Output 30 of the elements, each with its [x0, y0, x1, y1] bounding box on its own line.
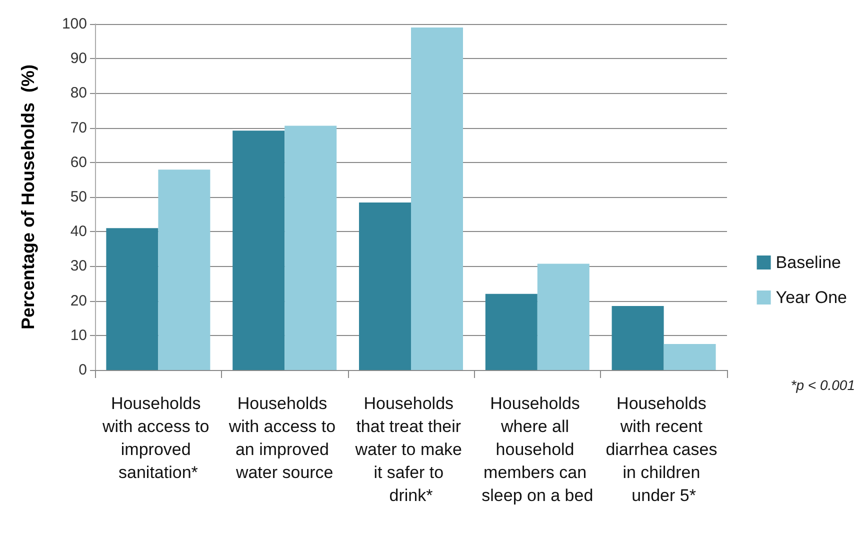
- x-tick-label: Households with access to an improved water source: [228, 394, 340, 482]
- y-tick-label: 90: [70, 50, 87, 68]
- bar: [664, 344, 716, 370]
- y-axis-title: Percentage of Households (%): [18, 64, 38, 330]
- bar: [537, 264, 590, 370]
- y-tick-label: 50: [70, 188, 87, 206]
- y-tick-label: 100: [62, 16, 87, 32]
- y-tick-label: 70: [70, 119, 87, 136]
- x-tick-label: Households with recent diarrhea cases in children under 5*: [606, 394, 722, 505]
- bar: [485, 294, 538, 370]
- bar: [284, 126, 337, 370]
- bar: [232, 130, 285, 370]
- y-tick-label: 0: [78, 362, 87, 378]
- bar: [359, 202, 411, 370]
- bar: [612, 306, 664, 370]
- y-tick-label: 10: [70, 326, 87, 344]
- y-tick-label: 60: [70, 154, 87, 171]
- x-tick-label: Households with access to improved sanitation*: [101, 394, 214, 482]
- legend-label: Year One: [776, 288, 848, 307]
- bar: [106, 228, 158, 370]
- bar: [158, 170, 210, 370]
- legend-label: Baseline: [776, 253, 842, 272]
- bar: [411, 27, 463, 370]
- text: *p < 0.001: [790, 377, 856, 393]
- y-tick-label: 20: [70, 292, 87, 310]
- x-tick-label: Households where all household members can sleep on a bed: [482, 394, 594, 505]
- x-tick-label: Households that treat their water to make it safer to drink*: [354, 394, 467, 505]
- y-tick-label: 80: [70, 84, 87, 102]
- y-tick-label: 30: [70, 258, 87, 275]
- y-tick-label: 40: [70, 223, 87, 240]
